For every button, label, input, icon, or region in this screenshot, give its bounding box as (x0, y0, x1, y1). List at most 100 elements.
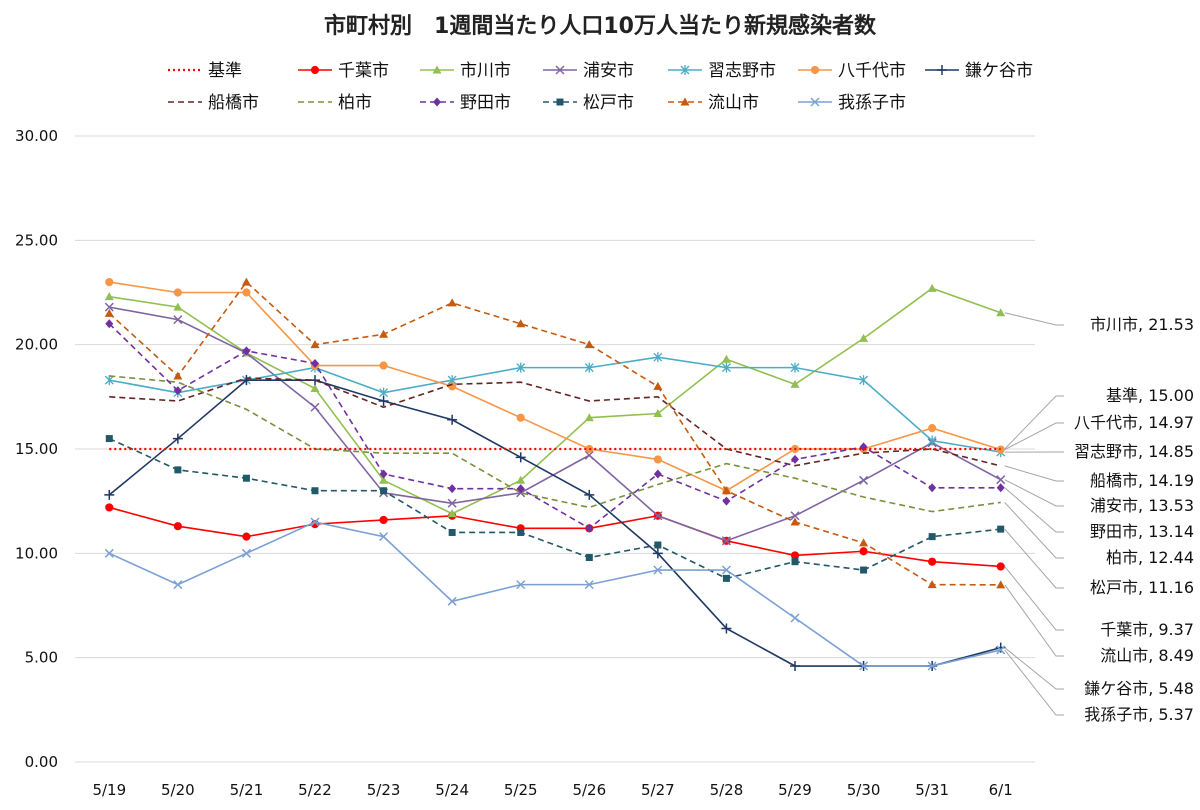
point-市川市-10 (790, 379, 800, 388)
leader-line-我孫子市 (1004, 649, 1064, 716)
point-流山市-1 (173, 371, 183, 380)
leader-line-基準 (1004, 395, 1064, 450)
point-流山市-10 (790, 517, 800, 526)
x-tick-label-9: 5/28 (710, 781, 744, 799)
point-流山市-9 (721, 486, 731, 495)
legend-label-柏市: 柏市 (338, 93, 372, 113)
leader-line-流山市 (1004, 584, 1064, 657)
point-松戸市-12 (928, 533, 936, 541)
legend-item-野田市: 野田市 (420, 93, 511, 113)
series-line-流山市 (108, 280, 1001, 586)
x-tick-label-13: 6/1 (989, 781, 1013, 799)
y-tick-label-6: 30.00 (15, 127, 58, 145)
point-流山市-13 (996, 580, 1006, 589)
series-line-我孫子市 (108, 521, 1001, 667)
point-松戸市-8 (654, 541, 662, 549)
point-野田市-7 (585, 523, 594, 533)
point-我孫子市-5 (447, 596, 457, 606)
point-我孫子市-7 (584, 580, 594, 590)
end-label-text-鎌ケ谷市: 鎌ケ谷市, 5.48 (1084, 679, 1194, 698)
point-松戸市-6 (517, 528, 525, 536)
end-label-鎌ケ谷市: 鎌ケ谷市, 5.48 (1004, 647, 1194, 698)
point-鎌ケ谷市-5 (447, 414, 458, 425)
end-label-習志野市: 習志野市, 14.85 (1004, 442, 1194, 461)
end-label-流山市: 流山市, 8.49 (1004, 584, 1194, 665)
end-label-text-松戸市: 松戸市, 11.16 (1090, 578, 1194, 597)
x-tick-label-12: 5/31 (915, 781, 949, 799)
y-axis: 0.00 5.00 10.00 15.00 20.00 25.00 30.00 (15, 127, 58, 771)
series-line-柏市 (109, 375, 1001, 513)
point-市川市-11 (859, 333, 869, 342)
point-野田市-8 (653, 469, 662, 479)
x-tick-label-2: 5/21 (230, 781, 264, 799)
leader-line-市川市 (1004, 312, 1064, 326)
point-我孫子市-6 (516, 580, 526, 590)
y-tick-label-0: 0.00 (25, 753, 58, 771)
x-tick-label-10: 5/29 (778, 781, 812, 799)
x-tick-label-3: 5/22 (298, 781, 332, 799)
x-tick-label-1: 5/20 (161, 781, 195, 799)
point-千葉市-0 (105, 503, 114, 512)
leader-line-八千代市 (1004, 422, 1064, 451)
point-松戸市-4 (380, 487, 388, 495)
point-習志野市-11 (859, 375, 869, 386)
point-我孫子市-2 (241, 548, 251, 558)
y-tick-label-3: 15.00 (15, 440, 58, 458)
y-tick-label-1: 5.00 (25, 649, 58, 667)
point-習志野市-10 (790, 362, 800, 373)
series-我孫子市 (104, 517, 1006, 671)
point-野田市-6 (516, 484, 525, 494)
point-松戸市-1 (174, 466, 182, 474)
series-船橋市 (109, 377, 1001, 467)
end-label-浦安市: 浦安市, 13.53 (1004, 479, 1194, 515)
point-浦安市-10 (790, 511, 800, 521)
legend-marker-野田市 (433, 97, 441, 107)
point-市川市-9 (721, 354, 731, 363)
legend-item-鎌ケ谷市: 鎌ケ谷市 (925, 61, 1033, 81)
point-八千代市-6 (516, 413, 525, 422)
legend-label-基準: 基準 (208, 61, 242, 81)
point-習志野市-8 (653, 352, 663, 363)
point-流山市-4 (379, 329, 389, 338)
legend-label-松戸市: 松戸市 (583, 93, 634, 113)
point-市川市-1 (173, 302, 183, 311)
end-label-八千代市: 八千代市, 14.97 (1004, 413, 1194, 451)
end-label-text-千葉市: 千葉市, 9.37 (1100, 620, 1194, 639)
series-千葉市 (105, 503, 1005, 571)
legend-label-野田市: 野田市 (460, 93, 511, 113)
point-浦安市-7 (584, 450, 594, 460)
legend-marker-鎌ケ谷市 (937, 65, 947, 75)
legend-marker-市川市 (432, 65, 442, 74)
point-八千代市-1 (173, 288, 182, 297)
end-label-千葉市: 千葉市, 9.37 (1004, 566, 1194, 639)
point-鎌ケ谷市-10 (790, 661, 800, 672)
leader-line-浦安市 (1004, 479, 1064, 507)
point-浦安市-3 (310, 402, 320, 412)
legend-label-習志野市: 習志野市 (708, 61, 776, 81)
point-八千代市-0 (105, 277, 114, 287)
legend-label-市川市: 市川市 (460, 61, 511, 81)
x-tick-label-0: 5/19 (92, 781, 126, 799)
legend-item-我孫子市: 我孫子市 (798, 93, 906, 113)
legend-marker-松戸市 (556, 98, 564, 106)
point-野田市-10 (791, 454, 799, 464)
series-松戸市 (105, 435, 1005, 582)
y-tick-label-5: 25.00 (15, 231, 58, 249)
point-鎌ケ谷市-8 (652, 548, 663, 559)
legend-item-流山市: 流山市 (668, 93, 759, 113)
point-野田市-4 (379, 469, 388, 479)
legend-item-基準: 基準 (168, 61, 242, 81)
legend-label-船橋市: 船橋市 (208, 93, 259, 113)
point-市川市-8 (653, 409, 663, 418)
point-我孫子市-1 (173, 580, 183, 590)
series-野田市 (105, 319, 1005, 533)
end-label-text-浦安市: 浦安市, 13.53 (1090, 496, 1194, 515)
legend-label-流山市: 流山市 (708, 93, 759, 113)
legend-item-松戸市: 松戸市 (543, 93, 634, 113)
point-浦安市-11 (859, 475, 869, 485)
leader-line-船橋市 (1004, 465, 1064, 482)
legend-label-浦安市: 浦安市 (583, 61, 634, 81)
x-axis: 5/19 5/20 5/21 5/22 5/23 5/24 5/25 5/26 5/27 5/28… (92, 781, 1012, 799)
series-流山市 (104, 277, 1006, 589)
point-鎌ケ谷市-0 (104, 489, 115, 500)
